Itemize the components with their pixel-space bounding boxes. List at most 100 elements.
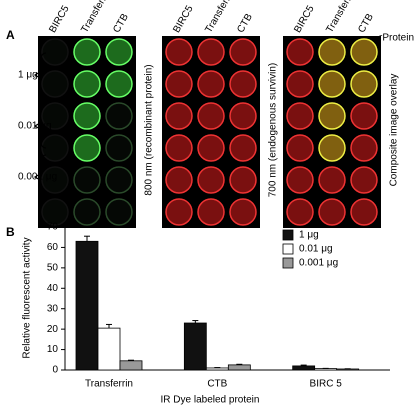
image-caption: 800 nm (recombinant protein) — [144, 64, 155, 195]
well — [197, 166, 225, 194]
well — [165, 38, 193, 66]
legend-swatch — [282, 229, 294, 241]
image-background — [162, 36, 260, 228]
column-label: CTB — [111, 12, 131, 35]
well — [105, 198, 133, 226]
well — [318, 70, 346, 98]
image-caption: Composite image overlay — [389, 74, 400, 187]
x-axis-label: IR Dye labeled protein — [161, 395, 260, 405]
panel-label: A — [6, 28, 15, 42]
well — [350, 102, 378, 130]
y-tick-label: 10 — [47, 344, 59, 355]
row-label: 1 μg — [18, 70, 38, 81]
well — [229, 38, 257, 66]
well — [286, 102, 314, 130]
well — [41, 166, 69, 194]
column-label: Transferrin — [203, 0, 237, 35]
brace — [33, 52, 47, 98]
well — [229, 166, 257, 194]
legend-label: 0.01 μg — [299, 244, 333, 255]
well — [73, 102, 101, 130]
well — [105, 70, 133, 98]
well — [105, 134, 133, 162]
well — [73, 198, 101, 226]
well — [229, 198, 257, 226]
well — [350, 70, 378, 98]
well — [318, 102, 346, 130]
bar — [336, 368, 360, 371]
well — [197, 198, 225, 226]
well — [41, 134, 69, 162]
well — [318, 198, 346, 226]
well — [197, 134, 225, 162]
well-images — [38, 36, 381, 228]
well — [286, 166, 314, 194]
column-label: BIRC5 — [292, 3, 316, 34]
y-tick-label: 60 — [47, 242, 59, 253]
y-tick-label: 40 — [47, 283, 59, 294]
column-label: CTB — [356, 12, 376, 35]
image-caption: 700 nm (endogenous survivin) — [268, 63, 279, 198]
well — [350, 38, 378, 66]
y-tick-label: 70 — [47, 222, 59, 233]
well — [73, 70, 101, 98]
bar — [227, 364, 251, 371]
bar — [314, 368, 338, 371]
well — [286, 198, 314, 226]
legend-label: 1 μg — [299, 230, 319, 241]
well — [41, 70, 69, 98]
well — [350, 166, 378, 194]
legend-label: 0.001 μg — [299, 258, 338, 269]
y-axis-label: Relative fluorescent activity — [22, 237, 33, 358]
well — [41, 38, 69, 66]
image-background — [283, 36, 381, 228]
bar — [205, 367, 229, 371]
well — [229, 102, 257, 130]
x-tick-label: Transferrin — [85, 379, 133, 390]
well — [197, 102, 225, 130]
column-label: Transferrin — [79, 0, 113, 35]
bar — [75, 240, 99, 371]
well — [165, 70, 193, 98]
y-tick-label: 20 — [47, 324, 59, 335]
well — [286, 134, 314, 162]
x-tick-label: BIRC 5 — [310, 379, 343, 390]
image-background — [38, 36, 136, 228]
well — [73, 166, 101, 194]
well — [318, 166, 346, 194]
well — [105, 38, 133, 66]
well — [318, 134, 346, 162]
well — [286, 70, 314, 98]
well — [197, 70, 225, 98]
column-label: CTB — [235, 12, 255, 35]
column-label: Transferrin — [324, 0, 358, 35]
legend-swatch — [282, 257, 294, 269]
well — [350, 134, 378, 162]
well — [73, 134, 101, 162]
legend-title: rProtein — [379, 33, 414, 44]
well — [229, 134, 257, 162]
well — [286, 38, 314, 66]
bar — [119, 360, 143, 371]
brace — [33, 154, 47, 200]
well — [73, 38, 101, 66]
x-tick-label: CTB — [207, 379, 227, 390]
legend-swatch — [282, 243, 294, 255]
well — [165, 198, 193, 226]
bar — [97, 327, 121, 371]
bar — [292, 365, 316, 371]
well — [229, 70, 257, 98]
well — [165, 134, 193, 162]
well — [350, 198, 378, 226]
bar — [183, 322, 207, 371]
y-tick-label: 30 — [47, 303, 59, 314]
well — [105, 102, 133, 130]
panel-label: B — [6, 225, 15, 239]
brace — [33, 103, 47, 149]
well — [41, 102, 69, 130]
row-label: 0.001 μg — [18, 172, 57, 183]
column-label: BIRC5 — [47, 3, 71, 34]
well — [318, 38, 346, 66]
y-tick-label: 50 — [47, 262, 59, 273]
